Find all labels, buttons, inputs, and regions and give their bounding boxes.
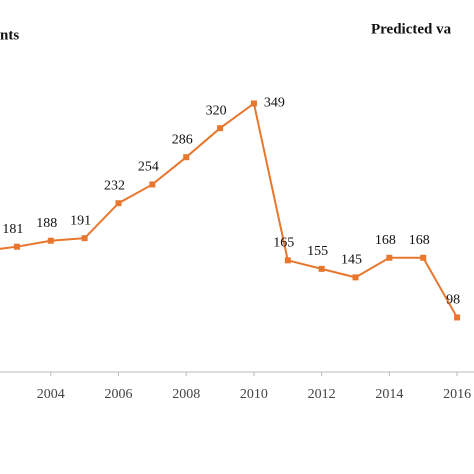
annotation: Predicted va [371,21,452,37]
marker [352,274,359,281]
marker [217,125,224,132]
data-label: 155 [307,244,328,259]
x-tick-label: 2004 [37,387,65,402]
marker [284,257,291,264]
marker [183,154,190,161]
data-label: 145 [341,253,362,268]
data-label: 181 [2,222,23,237]
x-tick-label: 2016 [443,387,471,402]
data-label: 286 [172,132,193,147]
marker [115,200,122,207]
marker [386,254,393,261]
x-tick-label: 2014 [375,387,403,402]
data-label: 232 [104,178,125,193]
data-label: 168 [375,233,396,248]
x-tick-label: 2006 [105,387,133,402]
marker [13,243,20,250]
chart-title: nts [0,27,19,43]
marker [318,265,325,272]
data-label: 191 [70,213,91,228]
x-tick-label: 2008 [172,387,200,402]
data-label: 254 [138,160,159,175]
marker [250,100,257,107]
data-label: 320 [206,103,227,118]
x-tick-label: 2012 [308,387,336,402]
marker [149,181,156,188]
data-label: 98 [446,293,460,308]
x-tick-label: 2010 [240,387,268,402]
marker [454,314,461,321]
marker [420,254,427,261]
data-label: 165 [273,236,294,251]
data-label: 188 [36,216,57,231]
data-label: 349 [264,96,285,111]
marker [81,235,88,242]
data-label: 168 [409,233,430,248]
marker [47,237,54,244]
